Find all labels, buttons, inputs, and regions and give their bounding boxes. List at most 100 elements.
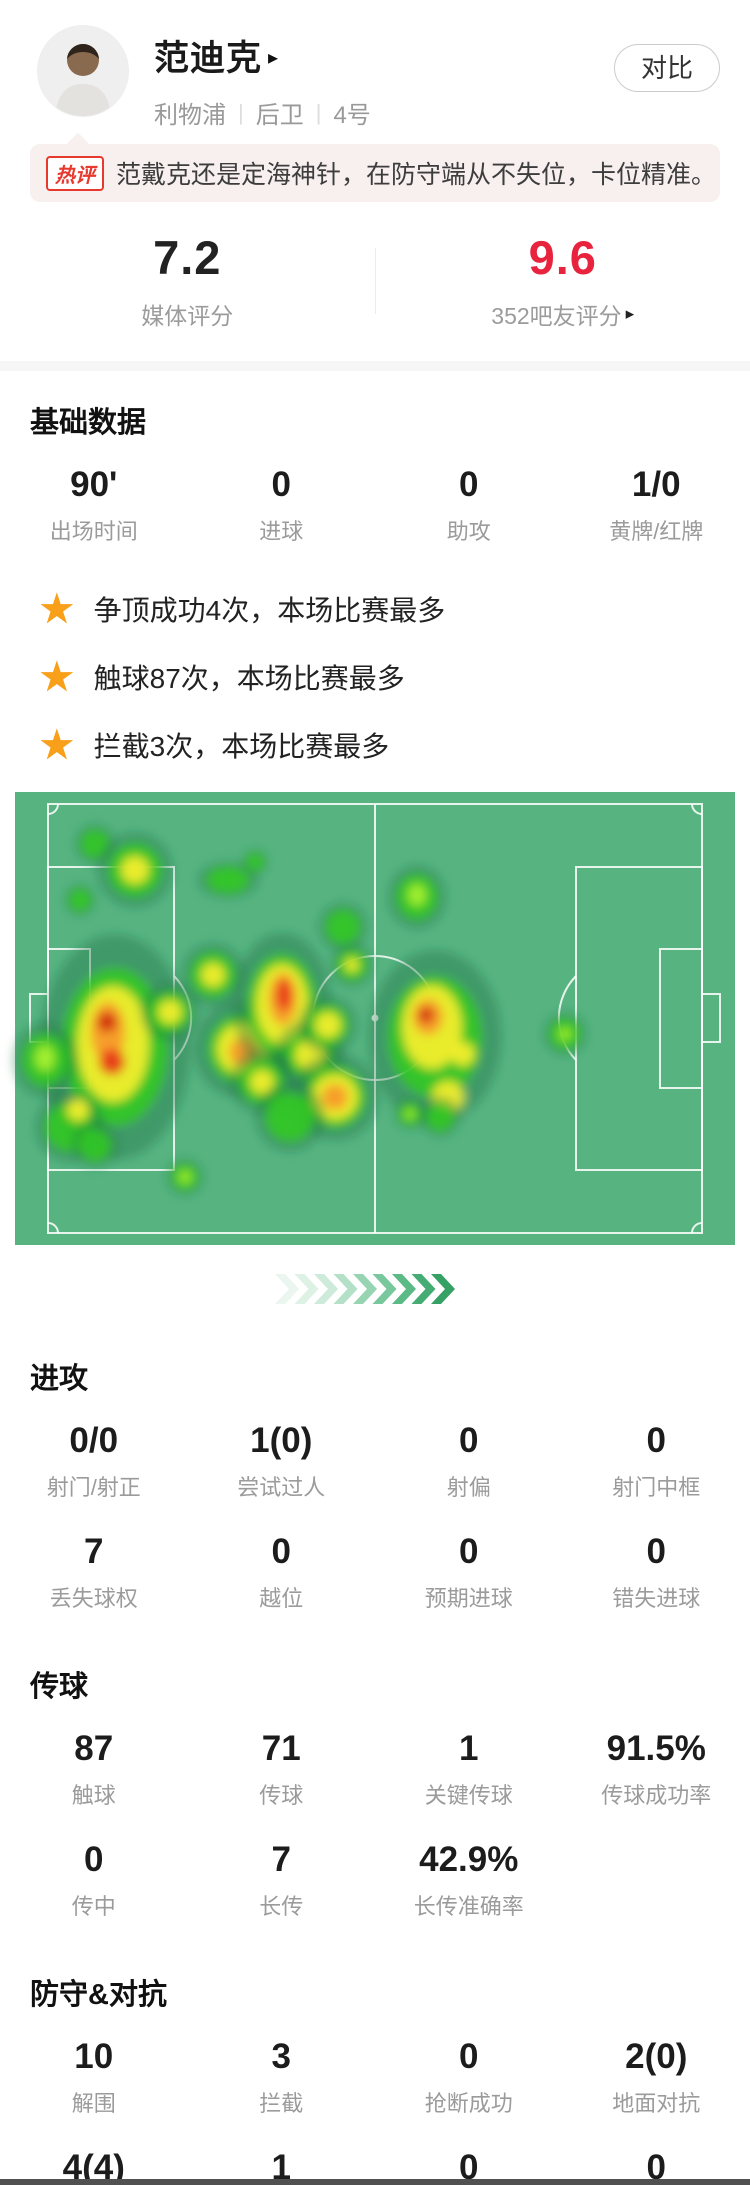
defense-section: 防守&对抗 10 解围 3 拦截 0 抢断成功 2(0) 地面对抗 4(4) 争… <box>0 1971 750 2185</box>
fan-rating-label-text: 352吧友评分 <box>491 303 622 329</box>
stat-label: 射门/射正 <box>46 1475 141 1500</box>
player-info: 范迪克 ▸ 利物浦 | 后卫 | 4号 <box>154 26 371 130</box>
hot-comment-banner: 热评 范戴克还是定海神针，在防守端从不失位，卡位精准。 <box>30 144 720 202</box>
stat-label: 传球 <box>259 1783 304 1808</box>
stat-item: 0 越位 <box>188 1532 376 1613</box>
stat-label: 黄牌/红牌 <box>609 519 704 544</box>
stat-label: 解围 <box>71 2091 116 2116</box>
stat-label: 预期进球 <box>424 1586 513 1611</box>
highlight-text: 触球87次，本场比赛最多 <box>93 663 405 694</box>
stat-label: 尝试过人 <box>237 1475 326 1500</box>
player-name: 范迪克 <box>154 39 263 78</box>
stat-value: 0 <box>459 465 479 504</box>
header: 范迪克 ▸ 利物浦 | 后卫 | 4号 对比 <box>0 0 750 130</box>
media-rating-label: 媒体评分 <box>141 303 234 329</box>
stat-item-empty <box>563 1840 750 1921</box>
section-divider-band <box>0 361 750 371</box>
hot-comment-text: 范戴克还是定海神针，在防守端从不失位，卡位精准。 <box>116 161 717 189</box>
stat-item: 0 被过 <box>563 2148 750 2185</box>
highlight-text: 拦截3次，本场比赛最多 <box>93 731 390 762</box>
stat-label: 错失进球 <box>612 1586 701 1611</box>
stat-label: 助攻 <box>446 519 491 544</box>
stat-value: 71 <box>261 1729 301 1768</box>
stat-item: 2(0) 地面对抗 <box>563 2037 750 2118</box>
stat-label: 越位 <box>259 1586 304 1611</box>
player-avatar[interactable] <box>38 26 128 116</box>
bottom-bar <box>0 2179 750 2185</box>
separator: | <box>315 99 322 125</box>
stat-value: 7 <box>271 1840 291 1879</box>
separator: | <box>238 99 244 125</box>
player-name-row[interactable]: 范迪克 ▸ <box>154 30 371 81</box>
passing-stats-grid-row1: 87 触球 71 传球 1 关键传球 91.5% 传球成功率 <box>0 1729 750 1810</box>
stat-item: 90' 出场时间 <box>0 465 188 546</box>
hot-comment-badge: 热评 <box>46 155 104 191</box>
stat-value: 1 <box>271 2148 291 2185</box>
stat-item: 1/0 黄牌/红牌 <box>563 465 750 546</box>
stat-value: 7 <box>84 1532 104 1571</box>
stat-value: 0 <box>459 1532 479 1571</box>
compare-button[interactable]: 对比 <box>613 44 720 92</box>
stat-item: 87 触球 <box>0 1729 188 1810</box>
ratings-divider <box>374 247 376 314</box>
stat-label: 射偏 <box>446 1475 491 1500</box>
scroll-chevrons <box>275 1273 475 1305</box>
stat-label: 丢失球权 <box>49 1586 138 1611</box>
highlight-text: 争顶成功4次，本场比赛最多 <box>93 595 446 626</box>
defense-stats-grid-row2: 4(4) 争顶 1 犯规 0 被犯规 0 被过 <box>0 2148 750 2185</box>
chevrons-svg <box>275 1274 455 1304</box>
stat-value: 91.5% <box>606 1729 706 1768</box>
heatmap-svg <box>13 792 735 1245</box>
stat-value: 0 <box>646 2148 666 2185</box>
stat-label: 传中 <box>71 1894 116 1919</box>
stat-item: 0 助攻 <box>375 465 563 546</box>
stat-value: 42.9% <box>419 1840 519 1879</box>
star-icon: ★ <box>38 653 76 700</box>
stat-item: 7 丢失球权 <box>0 1532 188 1613</box>
stat-item: 3 拦截 <box>188 2037 376 2118</box>
stat-item: 0 抢断成功 <box>375 2037 563 2118</box>
stat-value: 87 <box>74 1729 114 1768</box>
player-name-arrow-icon: ▸ <box>268 47 279 69</box>
stat-label: 关键传球 <box>424 1783 513 1808</box>
stat-value: 0 <box>84 1840 104 1879</box>
stat-value: 0 <box>646 1532 666 1571</box>
basic-section-title: 基础数据 <box>30 407 147 439</box>
stat-label: 地面对抗 <box>612 2091 701 2116</box>
stat-label: 抢断成功 <box>424 2091 513 2116</box>
media-rating: 7.2 媒体评分 <box>0 230 375 331</box>
stat-value: 0 <box>646 1421 666 1460</box>
stat-item: 0 射门中框 <box>563 1421 750 1502</box>
media-rating-value: 7.2 <box>153 231 222 284</box>
stat-value: 0 <box>459 2037 479 2076</box>
stat-item: 42.9% 长传准确率 <box>375 1840 563 1921</box>
team-name: 利物浦 <box>154 102 226 129</box>
highlight-item: ★ 争顶成功4次，本场比赛最多 <box>38 588 720 630</box>
stat-value: 10 <box>74 2037 114 2076</box>
defense-section-title: 防守&对抗 <box>30 1979 167 2011</box>
stat-value: 1/0 <box>631 465 681 504</box>
attack-section: 进攻 0/0 射门/射正 1(0) 尝试过人 0 射偏 0 射门中框 7 丢失球… <box>0 1355 750 1613</box>
stat-value: 0 <box>271 1532 291 1571</box>
stat-label: 进球 <box>259 519 304 544</box>
star-icon: ★ <box>38 585 76 632</box>
stat-value: 4(4) <box>62 2148 125 2185</box>
stat-value: 1(0) <box>250 1421 313 1460</box>
avatar-placeholder-image <box>38 26 128 116</box>
fan-rating[interactable]: 9.6 352吧友评分 ▸ <box>376 230 750 331</box>
highlight-item: ★ 拦截3次，本场比赛最多 <box>38 724 720 766</box>
stat-item: 7 长传 <box>188 1840 376 1921</box>
stat-item: 0/0 射门/射正 <box>0 1421 188 1502</box>
stat-value: 0 <box>459 1421 479 1460</box>
attack-stats-grid-row1: 0/0 射门/射正 1(0) 尝试过人 0 射偏 0 射门中框 <box>0 1421 750 1502</box>
attack-stats-grid-row2: 7 丢失球权 0 越位 0 预期进球 0 错失进球 <box>0 1532 750 1613</box>
attack-section-title: 进攻 <box>30 1363 89 1395</box>
highlights-list: ★ 争顶成功4次，本场比赛最多 ★ 触球87次，本场比赛最多 ★ 拦截3次，本场… <box>38 588 720 766</box>
fan-rating-label: 352吧友评分 ▸ <box>491 297 634 331</box>
stat-label: 触球 <box>71 1783 116 1808</box>
star-icon: ★ <box>38 721 76 768</box>
stat-item: 0 错失进球 <box>563 1532 750 1613</box>
stat-value: 0/0 <box>69 1421 119 1460</box>
stat-item: 71 传球 <box>188 1729 376 1810</box>
